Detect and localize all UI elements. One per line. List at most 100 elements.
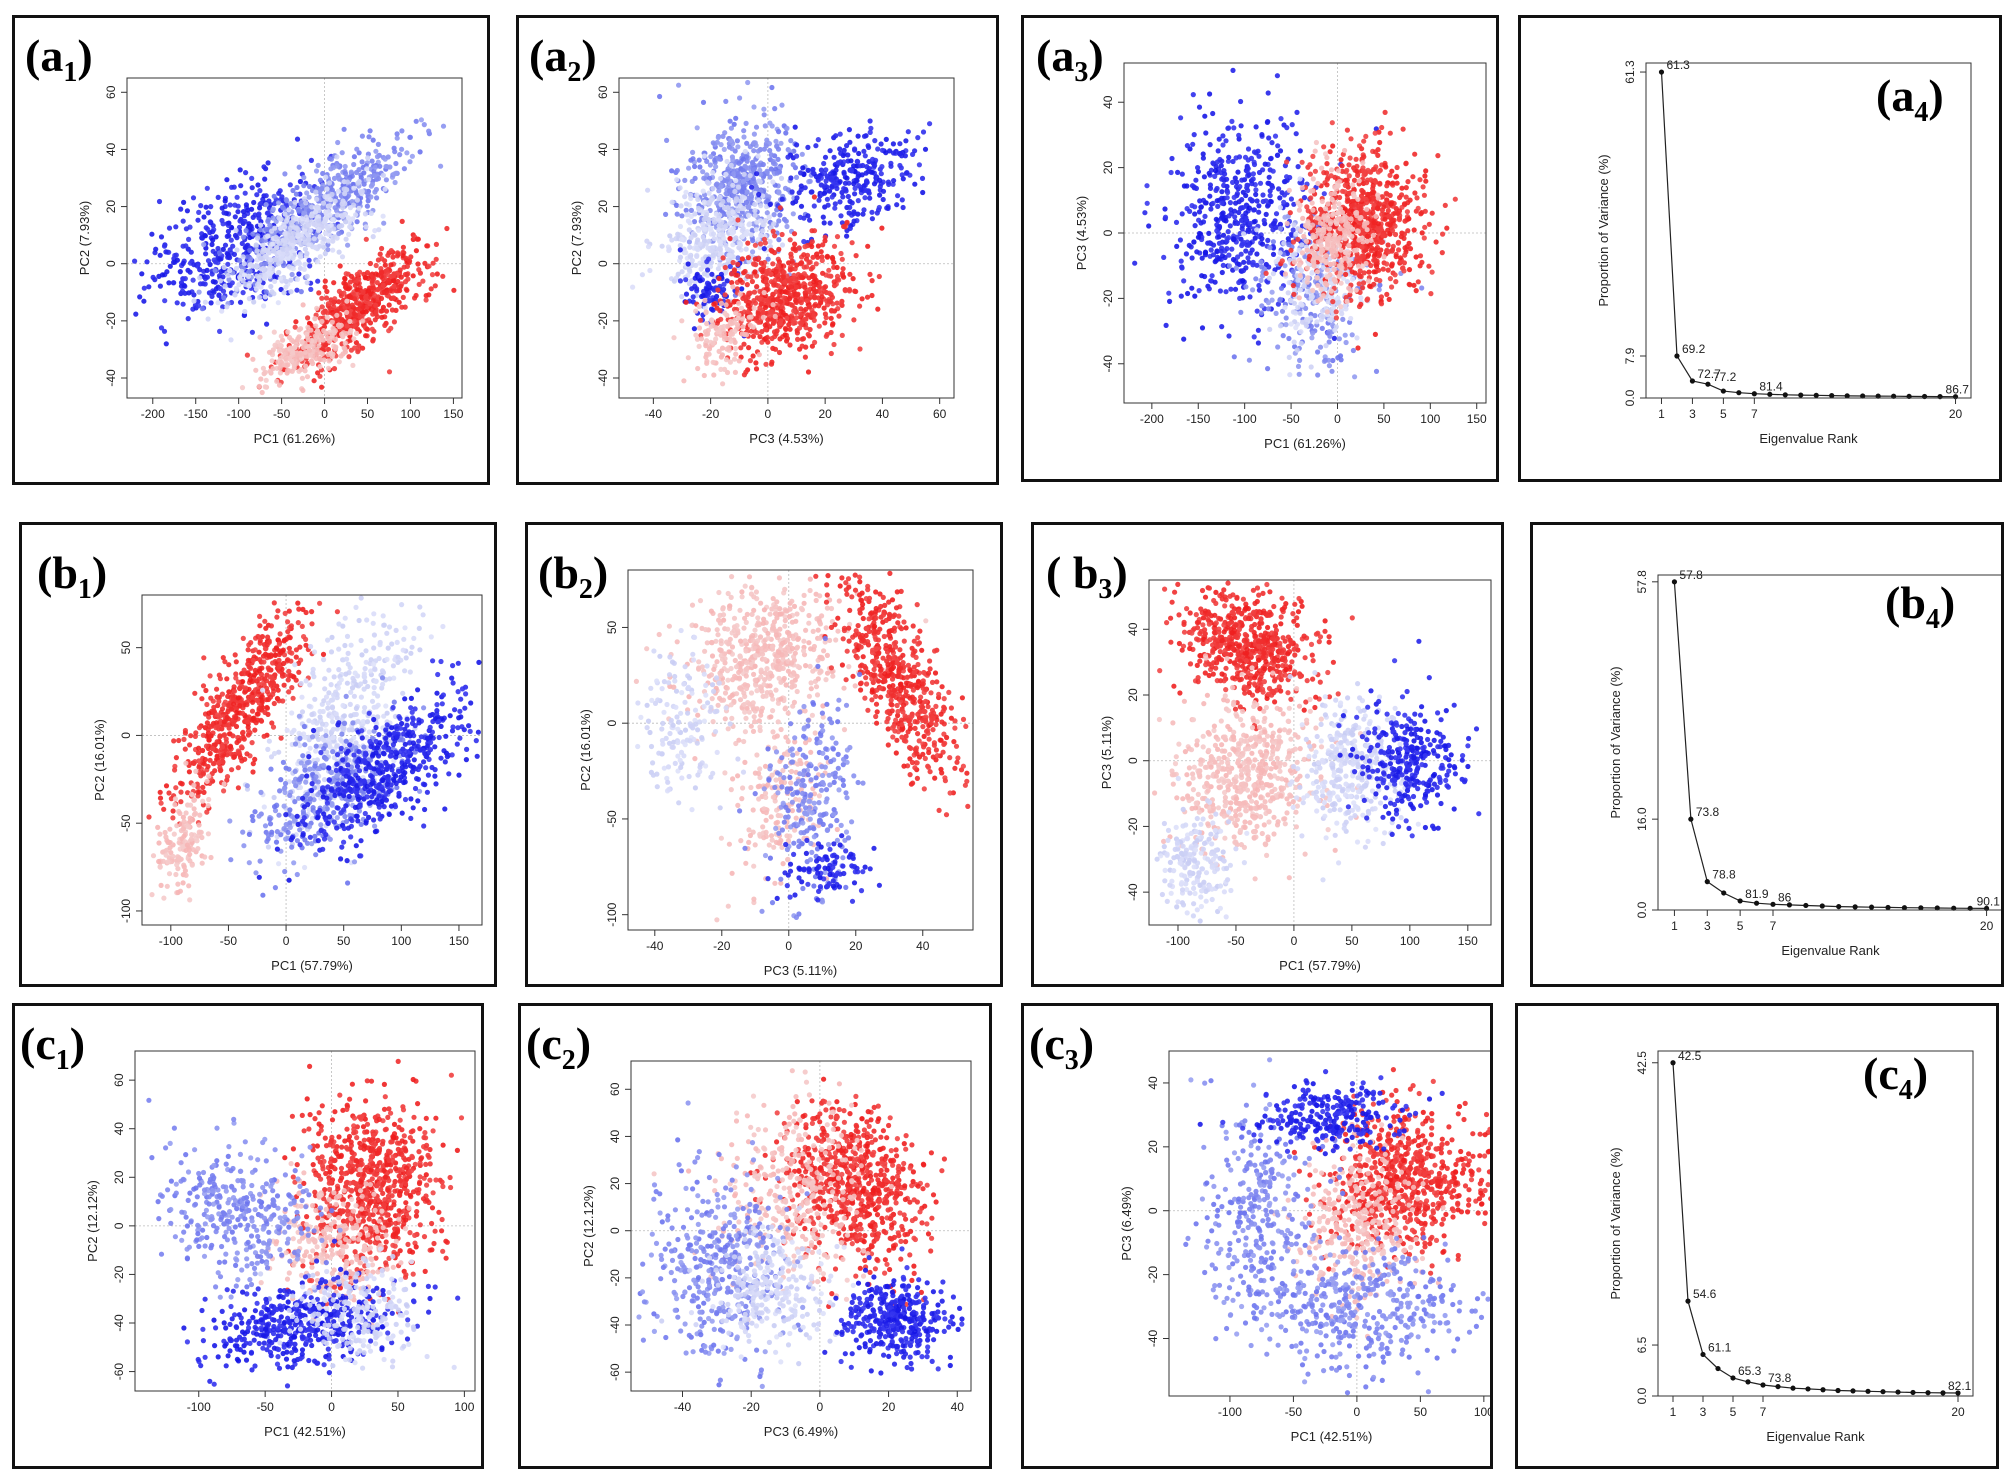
scatter-point [295, 336, 301, 342]
scatter-point [1242, 154, 1249, 160]
scatter-point [285, 255, 291, 261]
scatter-point [679, 318, 685, 324]
scatter-point [369, 158, 375, 164]
scatter-point [776, 237, 782, 243]
scatter-point [821, 170, 828, 176]
scatter-point [756, 197, 762, 203]
scatter-point [263, 226, 270, 232]
scatter-point [146, 284, 152, 290]
a2|1-xtick-label: 60 [933, 407, 947, 421]
scatter-point [401, 166, 407, 172]
scatter-point [791, 308, 797, 314]
scatter-point [234, 194, 240, 200]
scatter-point [1239, 197, 1245, 203]
scatter-point [141, 298, 147, 304]
scatter-point [293, 260, 299, 266]
scatter-point [287, 346, 293, 352]
scatter-point [1281, 179, 1288, 185]
scatter-point [683, 250, 689, 256]
scatter-point [711, 252, 717, 258]
scatter-point [690, 294, 696, 300]
scatter-point [280, 205, 286, 211]
scatter-point [764, 168, 770, 174]
scatter-point [777, 212, 783, 218]
scatter-point [752, 201, 758, 207]
scatter-point [311, 221, 317, 227]
scatter-point [1202, 249, 1209, 255]
scatter-point [728, 162, 734, 168]
scatter-point [766, 267, 772, 274]
scatter-point [1259, 241, 1266, 247]
scatter-point [362, 211, 368, 217]
scatter-point [805, 167, 811, 173]
scatter-point [1352, 374, 1358, 380]
scatter-point [799, 151, 805, 157]
scatter-point [1253, 191, 1259, 198]
scatter-point [233, 285, 239, 291]
scatter-point [1232, 286, 1239, 292]
scatter-point [759, 339, 765, 345]
scatter-point [1231, 125, 1237, 131]
scatter-point [768, 152, 774, 158]
scatter-point [267, 257, 274, 263]
scatter-point [877, 192, 883, 198]
scatter-point [382, 262, 388, 268]
scatter-point [811, 279, 817, 285]
scatter-point [1144, 200, 1150, 206]
scatter-point [915, 135, 921, 141]
scatter-point [1237, 206, 1244, 212]
scatter-point [657, 93, 663, 100]
scatter-point [304, 190, 310, 196]
scatter-point [1219, 269, 1225, 276]
scatter-point [284, 218, 290, 224]
scatter-point [290, 255, 296, 261]
scatter-point [250, 356, 256, 362]
scatter-point [203, 225, 209, 231]
scatter-point [263, 289, 269, 295]
scatter-point [275, 200, 282, 206]
scatter-point [752, 300, 759, 306]
scatter-point [186, 236, 192, 242]
scatter-point [357, 301, 363, 308]
scatter-point [351, 154, 357, 160]
scatter-point [735, 315, 741, 321]
scatter-point [776, 169, 783, 175]
scatter-point [1230, 158, 1236, 165]
scatter-point [389, 307, 395, 313]
scatter-point [760, 193, 766, 199]
scatter-point [716, 275, 722, 282]
scatter-point [1232, 208, 1238, 214]
scatter-point [341, 186, 347, 192]
scatter-point [379, 290, 385, 296]
scatter-point [444, 225, 450, 232]
scatter-point [830, 321, 836, 327]
scatter-point [751, 148, 757, 154]
scatter-point [798, 187, 804, 193]
scatter-point [280, 337, 286, 343]
scatter-point [1275, 143, 1281, 149]
scatter-point [319, 318, 325, 324]
scatter-point [775, 263, 781, 269]
scatter-point [811, 194, 817, 200]
scatter-point [351, 318, 357, 324]
scatter-point [838, 213, 844, 219]
scatter-point [1216, 256, 1222, 262]
scatter-point [1291, 339, 1297, 345]
scatter-point [217, 328, 223, 334]
scatter-point [787, 296, 793, 302]
scatter-point [777, 336, 783, 342]
scatter-point [711, 372, 717, 378]
scatter-point [260, 265, 266, 271]
scatter-point [716, 188, 722, 194]
scatter-point [822, 183, 828, 189]
scatter-point [416, 267, 422, 273]
scatter-point [321, 244, 327, 250]
scatter-point [217, 278, 223, 284]
scatter-point [1308, 323, 1314, 329]
scatter-point [730, 242, 736, 248]
scatter-point [161, 243, 168, 249]
scatter-point [273, 234, 279, 240]
scatter-point [265, 233, 271, 239]
scatter-point [363, 224, 369, 230]
scatter-point [418, 117, 424, 123]
